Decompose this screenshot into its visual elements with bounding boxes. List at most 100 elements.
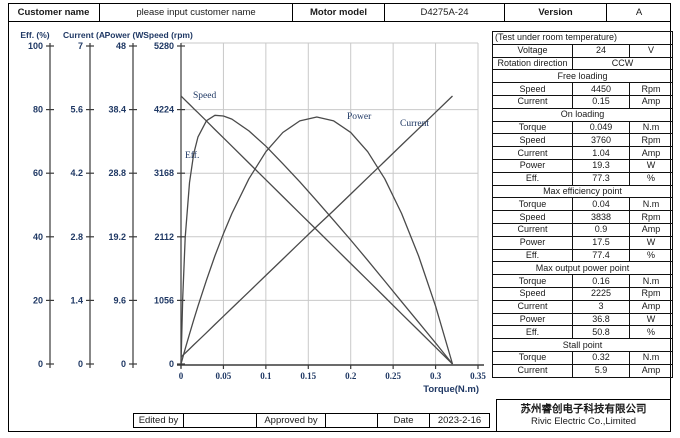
row-unit: Amp [629,146,673,160]
row-label: Torque [492,120,573,135]
y-scale-current-tick: 1.4 [70,295,83,305]
results-row: Voltage 24 V [492,43,673,58]
results-row: Current 5.9 Amp [492,363,673,378]
results-row: Stall point [492,338,673,352]
y-scale-current-tick: 0 [78,359,83,369]
row-value: 1.04 [572,146,630,160]
header-row: Customer name please input customer name… [8,3,671,22]
row-value: 0.16 [572,274,630,288]
row-value: 4450 [572,82,630,96]
row-label: Speed [492,133,573,148]
y-scale-power-tick: 0 [121,359,126,369]
results-row: Max output power point [492,261,673,276]
company-box: 苏州睿创电子科技有限公司 Rivic Electric Co.,Limited [496,399,671,432]
row-label: Eff. [492,248,573,263]
row-unit: Amp [629,222,673,237]
y-scale-current-tick: 5.6 [70,105,83,115]
row-value: 3760 [572,133,630,148]
y-scale-eff-header: Eff. (%) [20,30,49,40]
approved-by-label: Approved by [256,413,326,428]
y-scale-power-tick: 28.8 [108,168,126,178]
x-axis-tick: 0.15 [300,371,316,381]
row-unit: Rpm [629,210,673,224]
current-curve-label: Current [400,119,429,129]
results-row: Eff. 77.3% [492,171,673,186]
y-scale-eff-tick: 0 [38,359,43,369]
row-unit: N.m [629,350,673,365]
results-row: Rotation direction CCW [492,56,673,71]
row-label: Torque [492,197,573,212]
results-row: Eff. 50.8% [492,325,673,340]
motor-model-value: D4275A-24 [385,3,505,21]
y-scale-current-header: Current (A [63,30,105,40]
row-value: 0.32 [572,350,630,365]
row-value: 77.4 [572,248,630,263]
edited-by-label: Edited by [133,413,184,428]
y-scale-current-tick: 4.2 [70,168,83,178]
date-value: 2023-2-16 [429,413,490,428]
section-header: Free loading [492,69,673,84]
power-curve [180,116,454,365]
row-value: 0.15 [572,94,630,109]
row-unit: W [629,158,673,173]
company-name-cn: 苏州睿创电子科技有限公司 [520,403,647,415]
y-scale-current: 7 5.6 4.2 2.8 1.4 0 Current (A [63,30,105,369]
x-axis-tick: 0.3 [430,371,442,381]
results-title: (Test under room temperature) [492,31,673,45]
results-row: Current 0.9 Amp [492,222,673,237]
row-unit: N.m [629,120,673,135]
section-header: On loading [492,107,673,122]
row-label: Speed [492,82,573,96]
results-row: Speed 4450 Rpm [492,82,673,96]
y-scale-current-tick: 2.8 [70,232,83,242]
x-axis-tick: 0 [179,371,184,381]
row-value: 3838 [572,210,630,224]
y-scale-speed-tick: 2112 [154,232,174,242]
row-unit: Amp [629,94,673,109]
y-scale-current-tick: 7 [78,41,83,51]
row-unit: Rpm [629,82,673,96]
row-value: 19.3 [572,158,630,173]
version-value: A [635,6,643,18]
row-label: Power [492,235,573,250]
y-scale-speed-tick: 4224 [154,105,174,115]
row-label: Power [492,158,573,173]
results-row: Power 19.3 W [492,158,673,173]
y-scale-eff: 100 80 60 40 20 0 Eff. (%) [20,30,54,369]
customer-name-label: Customer name [8,3,100,21]
x-axis: 0 0.05 0.1 0.15 0.2 0.25 0.3 0.35 Torque(N.m) [177,364,486,395]
section-header: Stall point [492,338,673,352]
row-value: 0.049 [572,120,630,135]
row-label: Rotation direction [492,56,573,71]
row-value: 3 [572,299,630,314]
row-unit: % [629,325,673,340]
power-curve-label: Power [347,112,372,122]
row-label: Power [492,312,573,327]
row-label: Speed [492,210,573,224]
row-label: Current [492,94,573,109]
results-row: Max efficiency point [492,184,673,199]
row-value: 5.9 [572,363,630,378]
row-unit: Amp [629,363,673,378]
results-row: Torque 0.049 N.m [492,120,673,135]
eff-curve [180,114,454,365]
x-axis-label: Torque(N.m) [423,384,479,395]
speed-curve [180,95,453,365]
footer-row: Edited by Approved by Date 2023-2-16 [133,413,490,428]
x-axis-tick: 0.2 [345,371,357,381]
results-row: Torque 0.04 N.m [492,197,673,212]
results-row: Current 3 Amp [492,299,673,314]
row-unit: W [629,235,673,250]
y-scale-speed-tick: 3168 [154,168,174,178]
results-row: On loading [492,107,673,122]
customer-name-input[interactable]: please input customer name [100,3,293,21]
y-scale-eff-tick: 40 [33,232,43,242]
results-row: Eff. 77.4% [492,248,673,263]
y-scale-power-tick: 38.4 [108,105,126,115]
row-label: Current [492,146,573,160]
row-label: Voltage [492,43,573,58]
y-scale-speed-tick: 1056 [154,295,174,305]
row-unit: N.m [629,197,673,212]
